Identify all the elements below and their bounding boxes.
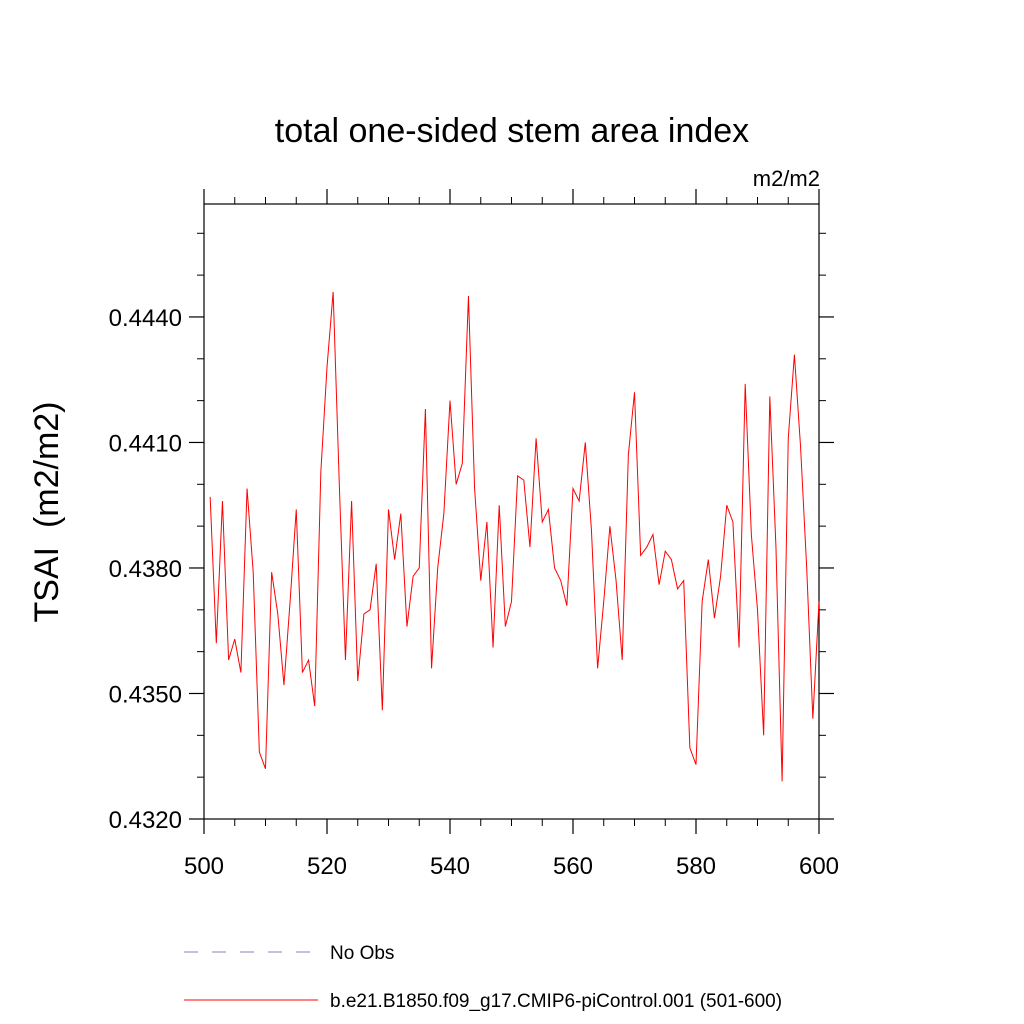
series-group xyxy=(209,291,820,782)
series-line-1 xyxy=(209,291,820,782)
x-tick-label: 520 xyxy=(307,853,347,880)
legend: No Obs b.e21.B1850.f09_g17.CMIP6-piContro… xyxy=(184,943,782,1012)
x-tick-label: 500 xyxy=(184,853,224,880)
legend-label-1: b.e21.B1850.f09_g17.CMIP6-piControl.001 … xyxy=(330,991,782,1012)
axis-ticks xyxy=(189,189,834,834)
y-tick-label: 0.4320 xyxy=(109,807,182,834)
axis-tick-labels: 500 520 540 560 580 600 0.4320 0.4350 0.4380 0.44… xyxy=(109,305,839,880)
legend-label-0: No Obs xyxy=(330,943,394,964)
x-tick-label: 580 xyxy=(676,853,716,880)
y-tick-label: 0.4380 xyxy=(109,556,182,583)
chart-title: total one-sided stem area index xyxy=(275,112,749,150)
y-axis-label: TSAI (m2/m2) xyxy=(28,401,66,622)
y-tick-label: 0.4410 xyxy=(109,430,182,457)
x-tick-label: 540 xyxy=(430,853,470,880)
x-tick-label: 600 xyxy=(799,853,839,880)
units-label: m2/m2 xyxy=(753,166,820,191)
x-tick-label: 560 xyxy=(553,853,593,880)
y-tick-label: 0.4440 xyxy=(109,305,182,332)
y-tick-label: 0.4350 xyxy=(109,681,182,708)
